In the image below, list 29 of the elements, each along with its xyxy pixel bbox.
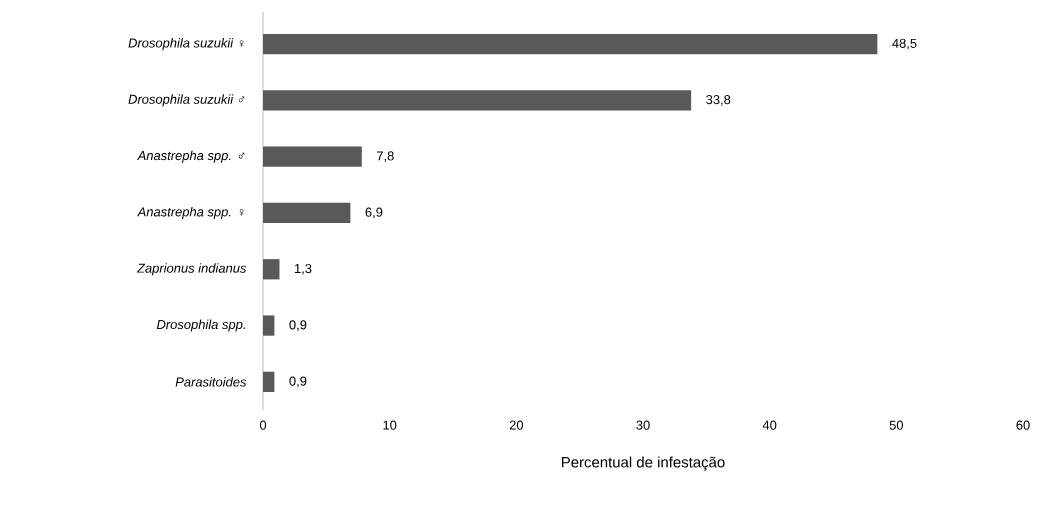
bar xyxy=(263,259,280,280)
bar xyxy=(263,146,362,167)
y-tick-label: Drosophila spp. xyxy=(156,319,245,332)
y-tick-label: Zaprionus indianus xyxy=(136,263,247,276)
x-tick-label: 10 xyxy=(383,420,397,430)
x-tick-label: 40 xyxy=(762,420,777,430)
data-label: 1,3 xyxy=(294,263,312,275)
x-tick-label: 50 xyxy=(889,420,904,430)
bar xyxy=(263,315,275,336)
data-label: 6,9 xyxy=(365,207,383,219)
bar xyxy=(263,33,878,55)
y-tick-label: Parasitoides xyxy=(175,377,247,387)
x-tick-label: 30 xyxy=(636,420,650,430)
bar xyxy=(263,202,351,224)
bar xyxy=(263,90,692,111)
y-tick-label: Drosophila suzukii ♂ xyxy=(128,94,245,107)
data-label: 7,8 xyxy=(376,151,394,163)
data-label: 0,9 xyxy=(289,320,307,331)
x-axis-title: Percentual de infestação xyxy=(561,456,725,471)
x-tick-label: 0 xyxy=(259,420,267,430)
x-tick-label: 20 xyxy=(509,420,524,430)
y-tick-label: Drosophila suzukii ♀ xyxy=(128,38,244,51)
data-label: 48,5 xyxy=(892,38,917,50)
data-label: 33,8 xyxy=(706,95,731,106)
data-label: 0,9 xyxy=(289,376,307,388)
y-tick-label: Anastrepha spp. ♂ xyxy=(137,150,245,163)
bar xyxy=(263,371,275,392)
y-tick-label: Anastrepha spp. ♀ xyxy=(137,206,244,220)
x-tick-label: 60 xyxy=(1016,420,1030,430)
